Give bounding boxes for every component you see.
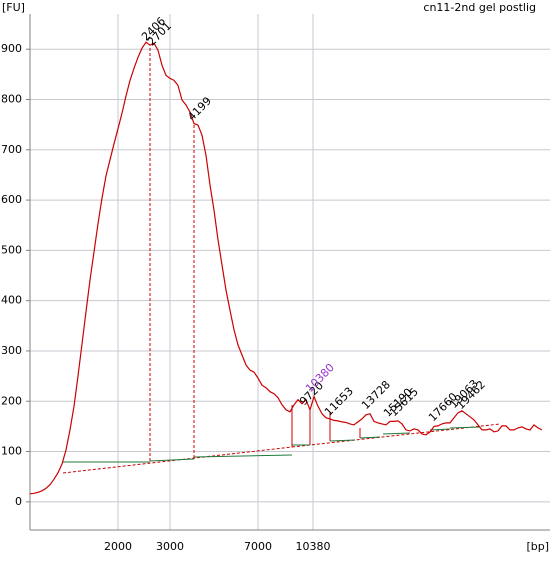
region-line <box>382 432 411 435</box>
x-tick-label: 7000 <box>244 540 272 553</box>
y-tick-label: 800 <box>1 92 22 105</box>
grid-layer <box>30 14 550 530</box>
y-tick-label: 600 <box>1 193 22 206</box>
y-axis-label: [FU] <box>2 1 25 14</box>
x-axis-label: [bp] <box>526 540 549 553</box>
y-tick-label: 100 <box>1 445 22 458</box>
y-tick-label: 900 <box>1 42 22 55</box>
x-tick-label: 3000 <box>156 540 184 553</box>
region-line <box>193 454 293 458</box>
y-tick-label: 200 <box>1 394 22 407</box>
region-line <box>429 428 451 431</box>
region-line <box>449 426 481 429</box>
y-tick-label: 500 <box>1 243 22 256</box>
region-line <box>329 439 356 442</box>
region-line <box>359 436 381 439</box>
x-tick-label: 2000 <box>104 540 132 553</box>
baseline-decor <box>62 48 501 474</box>
y-tick-label: 300 <box>1 344 22 357</box>
trace <box>29 41 543 495</box>
y-tick-label: 700 <box>1 143 22 156</box>
x-tick-label: 10380 <box>296 540 331 553</box>
y-tick-label: 400 <box>1 294 22 307</box>
region-line <box>149 458 195 462</box>
y-tick-label: 0 <box>15 495 22 508</box>
chart-title: cn11-2nd gel postlig <box>423 1 536 14</box>
